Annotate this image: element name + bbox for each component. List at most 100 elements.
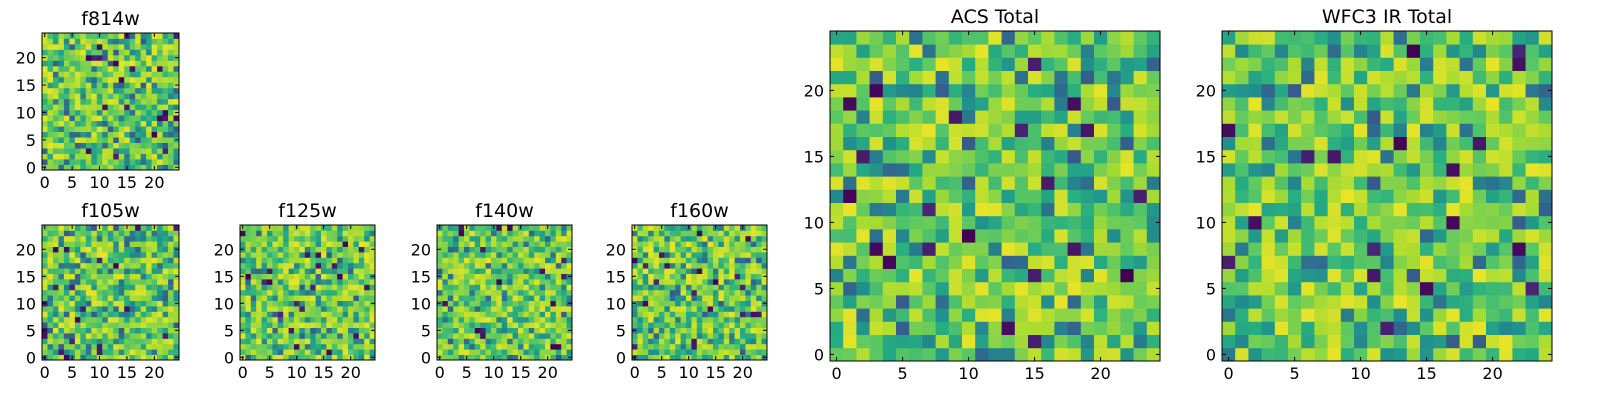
heatmap-cell bbox=[648, 322, 654, 328]
heatmap-cell bbox=[830, 110, 844, 124]
heatmap-cell bbox=[135, 120, 142, 127]
heatmap-cell bbox=[69, 322, 76, 328]
heatmap-cell bbox=[856, 44, 870, 58]
heatmap-cell bbox=[1041, 136, 1055, 151]
heatmap-cell bbox=[140, 93, 147, 100]
heatmap-cell bbox=[1235, 281, 1249, 296]
heatmap-cell bbox=[761, 316, 768, 323]
heatmap-cell bbox=[501, 311, 508, 318]
heatmap-cell bbox=[310, 300, 316, 307]
heatmap-cell bbox=[146, 148, 152, 154]
heatmap-cell bbox=[96, 306, 103, 312]
heatmap-cell bbox=[474, 257, 481, 264]
heatmap-cell bbox=[922, 242, 936, 256]
heatmap-cell bbox=[1146, 347, 1161, 362]
heatmap-cell bbox=[447, 343, 454, 350]
axes-frame bbox=[41, 224, 180, 361]
heatmap-cell bbox=[561, 284, 567, 291]
heatmap-cell bbox=[47, 54, 54, 61]
heatmap-cell bbox=[140, 43, 147, 50]
heatmap-cell bbox=[294, 333, 300, 339]
heatmap-cell bbox=[637, 225, 644, 231]
heatmap-cell bbox=[496, 225, 503, 231]
heatmap-cell bbox=[157, 33, 163, 39]
heatmap-cell bbox=[267, 284, 273, 291]
heatmap-cell bbox=[458, 316, 465, 323]
heatmap-cell bbox=[632, 322, 638, 328]
heatmap-cell bbox=[830, 295, 844, 309]
heatmap-cell bbox=[729, 316, 735, 323]
heatmap-cell bbox=[168, 343, 174, 350]
heatmap-cell bbox=[442, 284, 449, 291]
heatmap-cell bbox=[501, 349, 508, 355]
heatmap-cell bbox=[485, 235, 492, 242]
heatmap-cell bbox=[1261, 97, 1276, 111]
heatmap-cell bbox=[686, 284, 692, 291]
heatmap-cell bbox=[240, 306, 246, 312]
heatmap-cell bbox=[1067, 83, 1082, 98]
heatmap-cell bbox=[1133, 215, 1148, 230]
heatmap-cell bbox=[107, 257, 114, 264]
heatmap-cell bbox=[261, 306, 268, 312]
heatmap-cell bbox=[555, 349, 562, 355]
heatmap-cell bbox=[80, 38, 87, 45]
heatmap-cell bbox=[151, 98, 158, 105]
heatmap-cell bbox=[491, 349, 497, 355]
heatmap-cell bbox=[42, 76, 48, 83]
heatmap-cell bbox=[277, 241, 284, 247]
heatmap-cell bbox=[42, 49, 48, 56]
heatmap-cell bbox=[1028, 242, 1042, 256]
heatmap-cell bbox=[151, 71, 158, 78]
heatmap-cell bbox=[85, 71, 92, 78]
heatmap-cell bbox=[74, 159, 81, 165]
heatmap-cell bbox=[168, 65, 174, 72]
heatmap-cell bbox=[1327, 57, 1342, 71]
heatmap-cell bbox=[146, 349, 152, 355]
heatmap-cell bbox=[69, 126, 76, 133]
heatmap-cell bbox=[1393, 347, 1408, 362]
heatmap-cell bbox=[1327, 83, 1342, 98]
heatmap-cell bbox=[42, 338, 48, 345]
y-tick-label: 5 bbox=[814, 279, 824, 298]
heatmap-cell bbox=[272, 354, 279, 361]
heatmap-cell bbox=[501, 306, 508, 312]
heatmap-cell bbox=[523, 300, 530, 307]
heatmap-cell bbox=[288, 284, 295, 291]
heatmap-cell bbox=[869, 215, 884, 230]
heatmap-cell bbox=[69, 153, 76, 160]
heatmap-cell bbox=[1248, 44, 1262, 58]
heatmap-cell bbox=[129, 284, 136, 291]
heatmap-cell bbox=[140, 349, 147, 355]
heatmap-cell bbox=[47, 343, 54, 350]
heatmap-cell bbox=[1367, 123, 1381, 137]
heatmap-cell bbox=[437, 343, 443, 350]
heatmap-cell bbox=[74, 268, 81, 274]
heatmap-cell bbox=[1538, 149, 1553, 164]
heatmap-cell bbox=[348, 306, 354, 312]
heatmap-cell bbox=[882, 70, 897, 85]
heatmap-cell bbox=[91, 268, 98, 274]
heatmap-cell bbox=[321, 349, 327, 355]
heatmap-cell bbox=[1433, 202, 1447, 217]
heatmap-cell bbox=[1094, 202, 1108, 217]
heatmap-cell bbox=[718, 295, 725, 301]
heatmap-cell bbox=[113, 142, 120, 149]
heatmap-cell bbox=[869, 295, 884, 309]
heatmap-cell bbox=[518, 246, 524, 253]
heatmap-cell bbox=[485, 316, 492, 323]
heatmap-cell bbox=[442, 268, 449, 274]
heatmap-cell bbox=[734, 257, 741, 264]
heatmap-cell bbox=[47, 300, 54, 307]
heatmap-cell bbox=[723, 343, 730, 350]
heatmap-cell bbox=[745, 349, 752, 355]
heatmap-cell bbox=[632, 230, 638, 237]
heatmap-cell bbox=[512, 300, 519, 307]
heatmap-cell bbox=[632, 338, 638, 345]
heatmap-cell bbox=[1001, 321, 1016, 335]
heatmap-cell bbox=[1120, 308, 1134, 322]
heatmap-cell bbox=[118, 257, 125, 264]
heatmap-cell bbox=[256, 284, 262, 291]
heatmap-cell bbox=[437, 295, 443, 301]
heatmap-cell bbox=[96, 60, 103, 67]
heatmap-cell bbox=[653, 279, 660, 285]
